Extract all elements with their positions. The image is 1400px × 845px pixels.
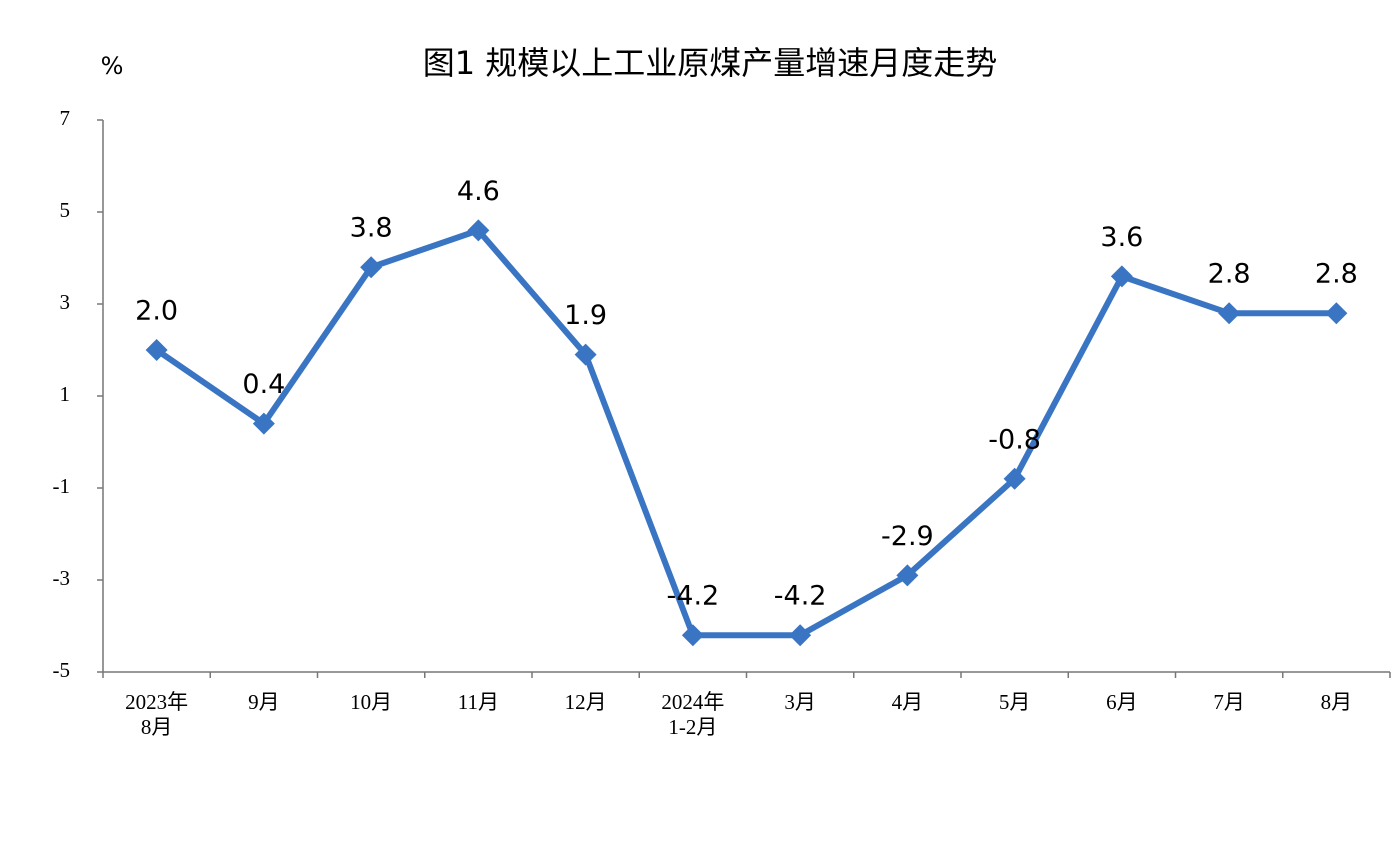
x-tick-label: 9月 [248, 690, 280, 714]
marker [574, 343, 597, 366]
data-label: -2.9 [881, 521, 934, 552]
y-tick-label: -5 [53, 658, 71, 682]
x-tick-label: 12月 [565, 690, 607, 714]
data-label: 2.0 [135, 296, 178, 327]
y-tick-label: 7 [60, 106, 71, 130]
marker [789, 624, 812, 647]
data-label: 3.6 [1100, 222, 1143, 253]
marker [145, 339, 168, 361]
x-tick-label: 5月 [999, 690, 1031, 714]
data-label: 2.8 [1208, 259, 1251, 290]
y-tick-label: 3 [60, 290, 71, 314]
y-tick-label: -1 [53, 474, 71, 498]
data-label: 2.8 [1315, 259, 1358, 290]
data-label: 0.4 [242, 369, 285, 400]
y-tick-label: -3 [53, 566, 71, 590]
marker [1003, 467, 1026, 490]
x-tick-label: 6月 [1106, 690, 1138, 714]
y-tick-label: 1 [60, 382, 71, 406]
x-tick-label: 3月 [784, 690, 816, 714]
y-axis-label: % [101, 52, 124, 80]
marker [1325, 302, 1348, 325]
data-label: -0.8 [988, 424, 1041, 455]
data-label: 3.8 [350, 213, 393, 244]
y-tick-label: 5 [60, 198, 71, 222]
x-tick-label: 2024年 1-2月 [661, 690, 724, 739]
x-tick-label: 8月 [1321, 690, 1353, 714]
line [154, 227, 1337, 639]
marker [681, 624, 704, 647]
data-label: 4.6 [457, 176, 500, 207]
marker [1110, 265, 1133, 288]
marker [360, 256, 383, 279]
x-tick-label: 4月 [892, 690, 924, 714]
marker [467, 219, 490, 242]
marker [1218, 302, 1241, 325]
x-tick-label: 11月 [458, 690, 499, 714]
x-tick-label: 10月 [350, 690, 392, 714]
x-tick-label: 7月 [1213, 690, 1245, 714]
data-label: 1.9 [564, 300, 607, 331]
marker [252, 412, 275, 435]
data-label: -4.2 [774, 581, 827, 612]
chart-title: 图1 规模以上工业原煤产量增速月度走势 [423, 44, 998, 82]
marker [896, 564, 919, 587]
x-tick-label: 2023年 8月 [125, 690, 188, 739]
data-label: -4.2 [667, 581, 720, 612]
